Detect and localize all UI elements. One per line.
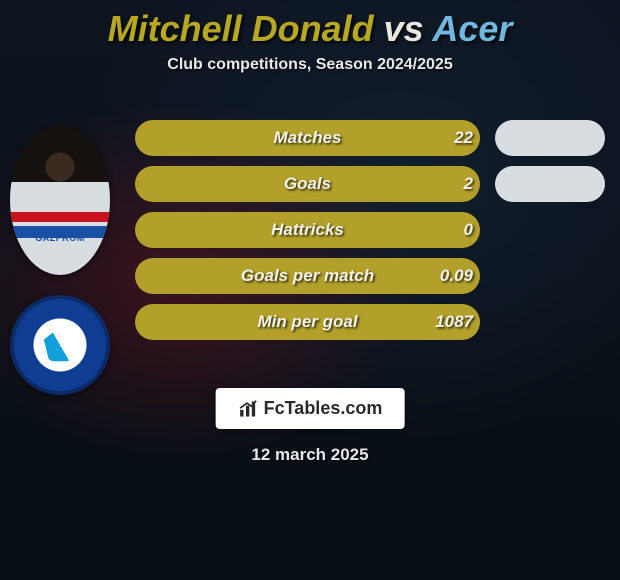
subtitle: Club competitions, Season 2024/2025 (0, 56, 620, 74)
avatar-column: GAZPROM (10, 125, 120, 395)
stat-row: Goals2 (135, 166, 605, 202)
player2-bar (495, 120, 605, 156)
logo-text: FcTables.com (264, 398, 383, 419)
stat-label: Goals per match (135, 266, 480, 286)
snapshot-date: 12 march 2025 (0, 445, 620, 465)
stat-label: Min per goal (135, 312, 480, 332)
stat-label: Goals (135, 174, 480, 194)
player2-bar (495, 166, 605, 202)
player2-club-badge (10, 295, 110, 395)
vs-word: vs (384, 8, 424, 49)
player1-value: 2 (464, 174, 473, 194)
chart-icon (238, 399, 258, 419)
fctables-logo: FcTables.com (216, 388, 405, 429)
player1-value: 0.09 (440, 266, 473, 286)
comparison-title: Mitchell Donald vs Acer (0, 0, 620, 50)
jersey-sponsor: GAZPROM (35, 233, 85, 243)
player1-value: 0 (464, 220, 473, 240)
stat-row: Matches22 (135, 120, 605, 156)
player2-name: Acer (432, 8, 512, 49)
player1-name: Mitchell Donald (108, 8, 374, 49)
stat-row: Hattricks0 (135, 212, 605, 248)
player1-avatar: GAZPROM (10, 125, 110, 275)
player1-value: 1087 (435, 312, 473, 332)
stats-panel: Matches22 Goals2 Hattricks0 Goals per match… (135, 120, 605, 350)
stat-label: Hattricks (135, 220, 480, 240)
stat-row: Min per goal1087 (135, 304, 605, 340)
stat-label: Matches (135, 128, 480, 148)
player1-value: 22 (454, 128, 473, 148)
stat-row: Goals per match0.09 (135, 258, 605, 294)
